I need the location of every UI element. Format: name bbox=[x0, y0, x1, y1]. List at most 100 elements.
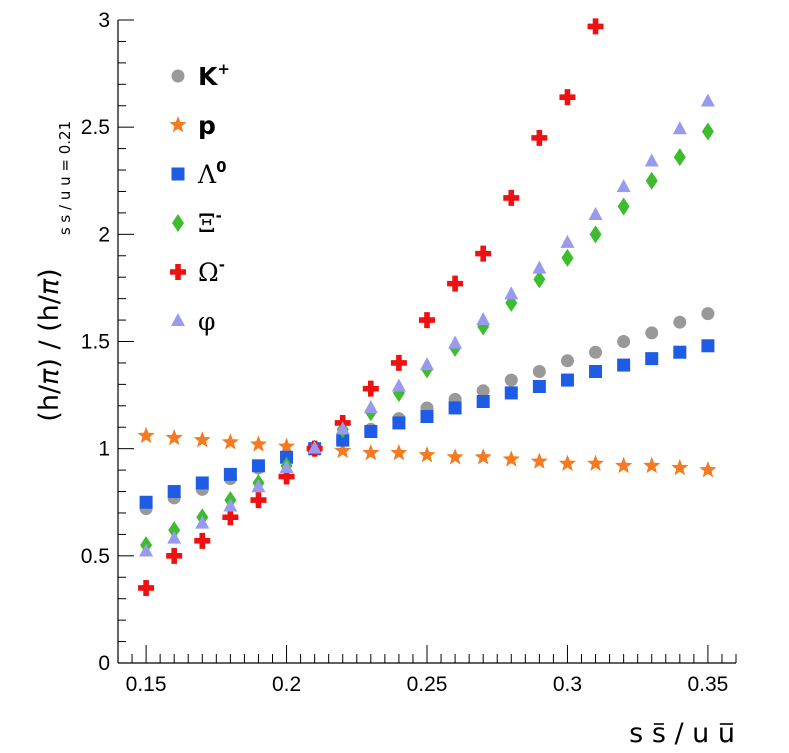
y-tick-label: 2 bbox=[98, 223, 110, 246]
proton-point bbox=[502, 450, 520, 467]
kplus-point bbox=[476, 384, 490, 398]
omegaminus-point bbox=[475, 245, 492, 262]
phi-point bbox=[700, 93, 715, 107]
omegaminus-point bbox=[250, 492, 267, 509]
legend: K+ p Λ0 Ξ- Ω-φ bbox=[169, 60, 230, 336]
phi-point bbox=[139, 543, 154, 557]
proton-point bbox=[615, 456, 633, 474]
kplus-point bbox=[617, 335, 631, 348]
x-axis-title: s s / u u bbox=[629, 718, 735, 749]
proton-point bbox=[586, 454, 605, 471]
omegaminus-point bbox=[138, 579, 155, 596]
lambda0-point bbox=[645, 352, 659, 366]
legend-label-omegaminus: Ω- bbox=[198, 256, 225, 287]
legend-marker-lambda0 bbox=[171, 167, 185, 181]
proton-point bbox=[558, 454, 577, 471]
lambda0-point bbox=[139, 495, 153, 509]
legend-item-omegaminus: Ω- bbox=[170, 256, 225, 287]
kplus-point bbox=[589, 345, 603, 359]
x-tick-label: 0.35 bbox=[687, 673, 728, 696]
lambda0-point bbox=[476, 395, 490, 409]
y-axis-subscript: s s / u u = 0.21 bbox=[56, 121, 74, 235]
omegaminus-point bbox=[362, 380, 379, 397]
legend-item-ximinus: Ξ- bbox=[172, 207, 222, 238]
phi-point bbox=[644, 153, 659, 167]
legend-marker-omegaminus bbox=[170, 264, 186, 280]
kplus-point bbox=[645, 326, 659, 340]
phi-point bbox=[420, 357, 434, 371]
lambda0-point bbox=[364, 425, 378, 439]
y-tick-label: 1 bbox=[98, 438, 110, 461]
lambda0-point bbox=[532, 380, 546, 394]
kplus-point bbox=[701, 307, 715, 321]
proton-point bbox=[390, 443, 408, 461]
lambda0-point bbox=[448, 401, 462, 415]
data-points bbox=[137, 18, 717, 596]
lambda0-point bbox=[589, 365, 603, 379]
legend-label-proton: p bbox=[198, 111, 216, 140]
ximinus-point bbox=[617, 197, 630, 216]
ximinus-point bbox=[533, 270, 546, 289]
proton-point bbox=[362, 443, 380, 461]
proton-point bbox=[249, 435, 268, 452]
legend-label-phi: φ bbox=[198, 307, 216, 336]
ximinus-point bbox=[701, 122, 714, 141]
ximinus-point bbox=[645, 171, 658, 190]
phi-point bbox=[363, 399, 378, 413]
proton-point bbox=[193, 431, 211, 448]
legend-marker-ximinus bbox=[172, 214, 184, 232]
ximinus-point bbox=[589, 225, 602, 244]
proton-point bbox=[137, 426, 155, 444]
omegaminus-point bbox=[278, 468, 295, 485]
phi-point bbox=[616, 179, 631, 193]
phi-point bbox=[448, 335, 463, 349]
phi-point bbox=[195, 515, 210, 529]
lambda0-point bbox=[673, 345, 687, 359]
kplus-point bbox=[673, 315, 687, 329]
lambda0-point bbox=[701, 339, 715, 353]
proton-point bbox=[530, 452, 548, 469]
kplus-point bbox=[532, 365, 546, 379]
omegaminus-point bbox=[559, 89, 576, 106]
series-phi bbox=[139, 93, 715, 557]
lambda0-point bbox=[420, 410, 434, 424]
legend-item-kplus: K+ bbox=[171, 60, 230, 91]
phi-point bbox=[476, 312, 491, 326]
omegaminus-point bbox=[587, 18, 604, 35]
omegaminus-point bbox=[222, 509, 239, 526]
proton-point bbox=[165, 428, 183, 446]
y-tick-label: 3 bbox=[98, 9, 110, 32]
lambda0-point bbox=[504, 386, 518, 400]
omegaminus-point bbox=[194, 532, 211, 549]
phi-point bbox=[335, 421, 350, 435]
svg-text:s s / u u = 0.21: s s / u u = 0.21 bbox=[56, 121, 74, 235]
phi-point bbox=[672, 121, 687, 135]
omegaminus-point bbox=[531, 129, 548, 146]
ximinus-point bbox=[168, 521, 181, 540]
proton-point bbox=[277, 437, 296, 454]
omegaminus-point bbox=[503, 189, 520, 206]
legend-marker-proton bbox=[169, 116, 187, 133]
legend-label-lambda0: Λ0 bbox=[197, 158, 227, 189]
phi-point bbox=[391, 378, 406, 392]
proton-point bbox=[699, 461, 717, 478]
phi-point bbox=[223, 498, 238, 512]
kplus-point bbox=[560, 354, 574, 368]
phi-point bbox=[532, 260, 547, 274]
lambda0-point bbox=[223, 467, 237, 481]
y-tick-label: 0 bbox=[98, 652, 110, 675]
proton-point bbox=[418, 446, 436, 463]
phi-point bbox=[307, 440, 322, 454]
series-lambda0 bbox=[139, 339, 715, 509]
ximinus-point bbox=[673, 148, 686, 167]
y-axis-title: (h/π) / (h/π) bbox=[34, 268, 65, 421]
lambda0-point bbox=[167, 485, 181, 499]
lambda0-point bbox=[251, 459, 265, 473]
omegaminus-point bbox=[390, 354, 407, 371]
x-tick-label: 0.25 bbox=[407, 673, 448, 696]
y-ticks: 0 0.5 1 1.5 2 2.5 3 bbox=[81, 9, 134, 675]
proton-point bbox=[474, 448, 492, 465]
lambda0-point bbox=[560, 373, 574, 387]
x-ticks: 0.15 0.2 0.25 0.3 0.35 bbox=[117, 645, 737, 696]
legend-label-ximinus: Ξ- bbox=[198, 207, 222, 238]
